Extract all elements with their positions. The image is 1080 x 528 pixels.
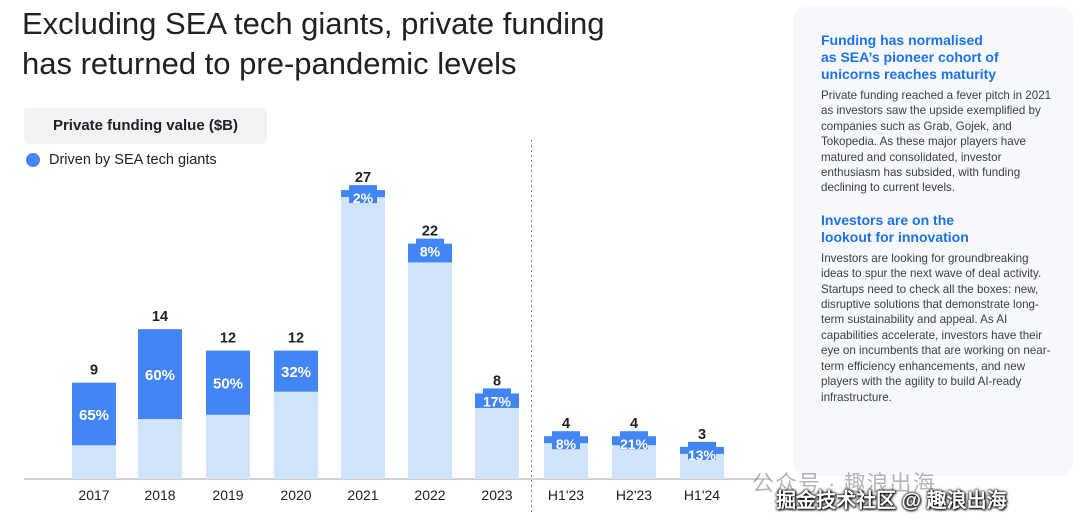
bar-other-2020 xyxy=(274,391,318,479)
side-body-1: Private funding reached a fever pitch in… xyxy=(821,89,1052,195)
total-label-2023: 8 xyxy=(493,373,501,389)
share-label-2018: 60% xyxy=(145,367,175,384)
share-label-bg-2021 xyxy=(349,185,377,204)
x-tick-label-2020: 2020 xyxy=(280,487,311,503)
x-tick-label-2022: 2022 xyxy=(414,487,445,503)
legend: Driven by SEA tech giants xyxy=(26,152,217,168)
share-label-2023: 17% xyxy=(483,393,512,409)
x-tick-label-2018: 2018 xyxy=(144,487,175,503)
x-tick-label-2021: 2021 xyxy=(347,487,378,503)
share-label-2020: 32% xyxy=(281,364,311,381)
total-label-H2'23: 4 xyxy=(630,416,638,432)
share-label-bg-H1'23 xyxy=(552,431,580,450)
total-label-2022: 22 xyxy=(422,224,438,240)
total-label-H1'24: 3 xyxy=(698,427,706,443)
watermark-caption: 掘金技术社区 @ 趣浪出海 xyxy=(776,490,1007,512)
share-label-2019: 50% xyxy=(213,376,243,393)
bar-giants-2017 xyxy=(72,382,116,446)
bar-other-2019 xyxy=(206,414,250,479)
bar-other-2021 xyxy=(341,197,385,479)
bar-other-2018 xyxy=(138,419,182,479)
legend-dot-icon xyxy=(26,153,40,167)
share-label-2022: 8% xyxy=(420,244,441,260)
x-tick-label-2017: 2017 xyxy=(78,487,109,503)
bar-other-2023 xyxy=(475,407,519,479)
share-label-H2'23: 21% xyxy=(620,436,649,452)
bar-other-H2'23 xyxy=(612,445,656,479)
total-label-2019: 12 xyxy=(220,331,236,347)
share-label-2017: 65% xyxy=(79,407,109,424)
chart-title: Excluding SEA tech giants, private fundi… xyxy=(22,6,605,81)
side-heading-1: Funding has normalised as SEA’s pioneer … xyxy=(821,32,999,82)
share-label-H1'24: 13% xyxy=(688,447,717,463)
side-heading-2: Investors are on the lookout for innovat… xyxy=(821,211,969,245)
side-body-2: Investors are looking for groundbreaking… xyxy=(821,251,1051,404)
watermark-text: 公众号 · 趣浪出海 xyxy=(752,471,936,496)
share-label-bg-H1'24 xyxy=(688,441,716,460)
x-tick-label-H2'23: H2'23 xyxy=(616,487,652,503)
bar-other-2022 xyxy=(408,262,452,479)
x-tick-label-H1'24: H1'24 xyxy=(684,487,720,503)
bar-giants-2018 xyxy=(138,329,182,420)
x-tick-label-2023: 2023 xyxy=(481,487,512,503)
share-label-bg-2023 xyxy=(483,388,511,407)
bar-other-2017 xyxy=(72,445,116,479)
bar-chart: 65% 9 2017 60% 14 2018 50% 12 2019 32% 12 2020 2% 27 2… xyxy=(24,140,770,515)
total-label-2020: 12 xyxy=(288,331,304,347)
share-label-bg-H2'23 xyxy=(620,431,648,450)
x-tick-label-H1'23: H1'23 xyxy=(548,487,584,503)
x-tick-label-2019: 2019 xyxy=(212,487,243,503)
legend-label: Driven by SEA tech giants xyxy=(49,152,217,168)
share-label-H1'23: 8% xyxy=(556,436,577,452)
chart-subtitle: Private funding value ($B) xyxy=(24,108,267,144)
share-label-2021: 2% xyxy=(353,190,374,206)
total-label-2018: 14 xyxy=(152,309,168,325)
total-label-2021: 27 xyxy=(355,170,371,186)
side-panel: Funding has normalised as SEA’s pioneer … xyxy=(793,6,1073,476)
bar-giants-2020 xyxy=(274,350,318,392)
total-label-2017: 9 xyxy=(90,363,98,379)
share-label-bg-2022 xyxy=(416,238,444,257)
total-label-H1'23: 4 xyxy=(562,416,570,432)
bar-giants-2019 xyxy=(206,350,250,415)
